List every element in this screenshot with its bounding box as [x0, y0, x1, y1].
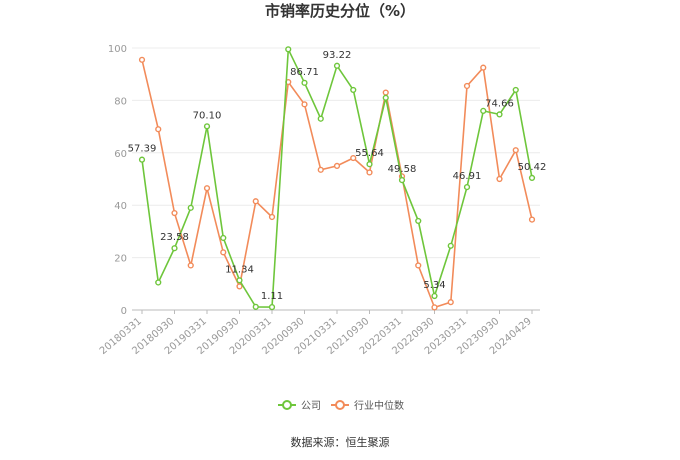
y-tick-label: 40: [114, 201, 127, 212]
series-point-0[interactable]: [203, 123, 211, 130]
series-point-0[interactable]: [220, 234, 227, 242]
data-labels: 57.39 23.58 70.10 11.34 1.11 86.71 93.22 55.64 4…: [128, 50, 547, 302]
series-point-0[interactable]: [155, 279, 162, 286]
series-point-0[interactable]: [236, 277, 243, 284]
series-point-1[interactable]: [171, 209, 178, 217]
series-point-1[interactable]: [203, 185, 211, 192]
y-tick-label: 0: [121, 306, 127, 317]
y-axis: 0 20 40 60 80 100: [108, 44, 127, 317]
data-label: 1.11: [261, 291, 283, 302]
series-point-0[interactable]: [431, 292, 438, 300]
series-point-0[interactable]: [171, 245, 178, 252]
series-point-1[interactable]: [333, 162, 341, 170]
series-point-1[interactable]: [138, 56, 146, 63]
series-point-1[interactable]: [382, 89, 389, 96]
series-point-0[interactable]: [252, 303, 259, 310]
series-point-0[interactable]: [301, 79, 308, 86]
y-tick-label: 100: [108, 44, 127, 55]
chart-title: 市销率历史分位（%）: [265, 2, 415, 20]
data-label: 11.34: [225, 264, 254, 275]
series-point-0[interactable]: [447, 242, 454, 249]
series-point-1[interactable]: [415, 262, 422, 269]
series-point-1[interactable]: [512, 147, 519, 154]
series-point-0[interactable]: [528, 174, 536, 181]
data-label: 5.34: [423, 280, 445, 291]
series-point-0[interactable]: [317, 115, 324, 122]
series-point-1[interactable]: [236, 283, 243, 290]
series-point-0[interactable]: [285, 46, 292, 53]
legend-item-industry-median[interactable]: 行业中位数: [331, 399, 404, 412]
data-source: 数据来源：恒生聚源: [291, 435, 390, 449]
series-point-0[interactable]: [398, 177, 406, 184]
legend-company-marker: [282, 400, 292, 410]
series-point-1[interactable]: [187, 262, 194, 269]
x-axis: 2018033120180930201903312019093020200331…: [98, 309, 540, 357]
series-point-1[interactable]: [447, 299, 454, 306]
series-point-1[interactable]: [496, 175, 503, 183]
series-point-1[interactable]: [301, 101, 308, 108]
series-point-0[interactable]: [382, 94, 389, 101]
data-label: 23.58: [160, 232, 189, 243]
series-point-1[interactable]: [463, 82, 471, 90]
series-point-1[interactable]: [350, 154, 357, 162]
series-point-0[interactable]: [187, 204, 194, 211]
legend-company-label: 公司: [301, 401, 321, 412]
series-point-0[interactable]: [463, 183, 471, 191]
data-label: 70.10: [193, 110, 222, 121]
series-point-1[interactable]: [252, 198, 259, 205]
legend-industry-marker: [335, 400, 345, 410]
legend-item-company[interactable]: 公司: [278, 400, 321, 412]
series-point-1[interactable]: [317, 166, 324, 173]
series-point-0[interactable]: [512, 86, 519, 94]
data-label: 50.42: [518, 162, 547, 173]
legend: 公司 行业中位数: [278, 399, 404, 412]
series-point-1[interactable]: [528, 216, 536, 223]
y-tick-label: 20: [114, 254, 127, 265]
data-label: 86.71: [290, 67, 319, 78]
series-point-1[interactable]: [480, 64, 487, 71]
data-label: 74.66: [485, 98, 514, 109]
series-point-1[interactable]: [268, 213, 276, 221]
series-point-0[interactable]: [496, 111, 503, 118]
data-label: 49.58: [388, 164, 417, 175]
series-point-1[interactable]: [431, 304, 438, 311]
data-label: 93.22: [323, 50, 352, 61]
series-point-0[interactable]: [333, 62, 341, 69]
data-label: 55.64: [355, 148, 384, 159]
series-point-0[interactable]: [415, 217, 422, 225]
y-tick-label: 60: [114, 149, 127, 160]
series-point-0[interactable]: [268, 303, 276, 311]
legend-industry-label: 行业中位数: [354, 399, 404, 412]
series-lines: [138, 46, 536, 311]
series-point-1[interactable]: [220, 249, 227, 256]
y-tick-label: 80: [114, 96, 127, 107]
data-label: 46.91: [453, 171, 482, 182]
series-point-1[interactable]: [155, 126, 162, 133]
series-point-0[interactable]: [350, 86, 357, 94]
series-line-1: [141, 59, 533, 309]
series-point-0[interactable]: [138, 156, 146, 163]
data-label: 57.39: [128, 144, 157, 155]
series-point-1[interactable]: [366, 169, 373, 176]
series-point-0[interactable]: [480, 107, 487, 114]
series-point-0[interactable]: [366, 161, 373, 168]
